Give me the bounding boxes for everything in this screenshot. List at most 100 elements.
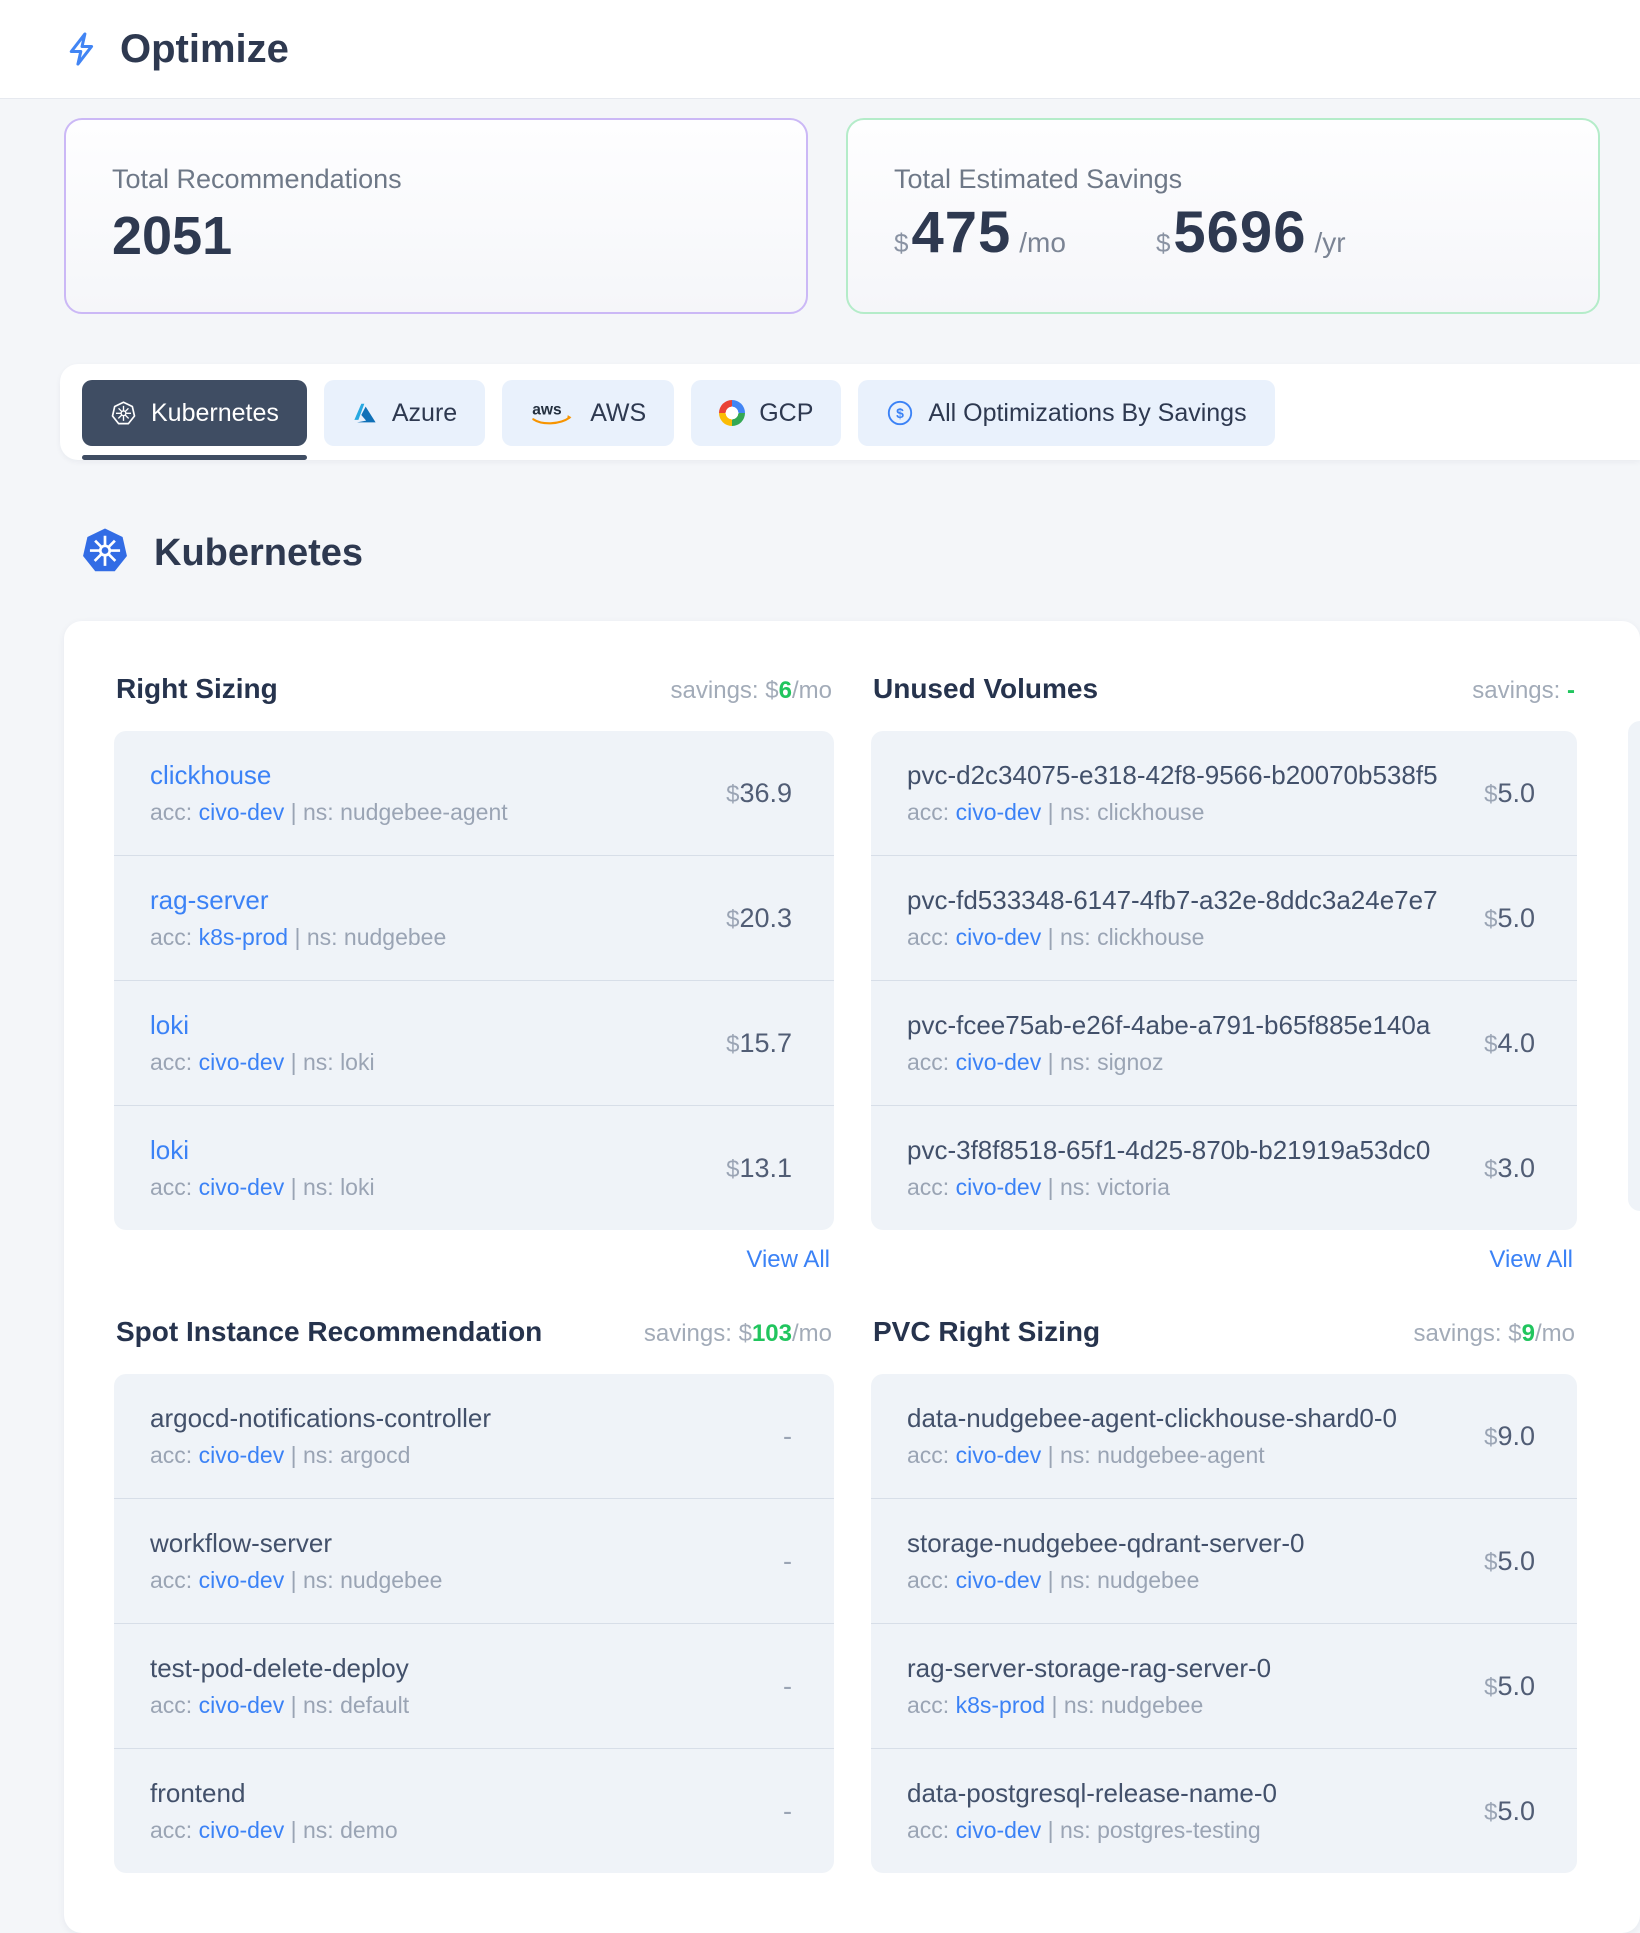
account-link[interactable]: civo-dev xyxy=(955,924,1042,950)
panel-title: Right Sizing xyxy=(116,673,278,704)
price: $15.7 xyxy=(726,1027,792,1058)
account-link[interactable]: civo-dev xyxy=(955,1442,1042,1468)
resource-name: test-pod-delete-deploy xyxy=(150,1653,409,1683)
app-header: Optimize xyxy=(0,0,1640,98)
price: $5.0 xyxy=(1484,777,1535,808)
provider-tabs: Kubernetes Azure aws AWS GCP $ All Optimizatio… xyxy=(60,364,1640,460)
resource-name: frontend xyxy=(150,1778,246,1808)
namespace-label: ns: clickhouse xyxy=(1060,799,1205,825)
resource-name[interactable]: rag-server xyxy=(150,885,269,915)
panel-title: Unused Volumes xyxy=(873,673,1099,704)
view-all: View All xyxy=(118,1246,830,1274)
savings-value: 103 xyxy=(751,1320,792,1347)
namespace-label: ns: nudgebee-agent xyxy=(1060,1442,1265,1468)
account-link[interactable]: k8s-prod xyxy=(198,924,289,950)
currency-symbol: $ xyxy=(894,228,909,258)
namespace-label: ns: nudgebee xyxy=(1063,1692,1204,1718)
account-link[interactable]: civo-dev xyxy=(955,799,1042,825)
account-link[interactable]: civo-dev xyxy=(955,1174,1042,1200)
resource-name[interactable]: loki xyxy=(150,1135,190,1165)
resource-name: storage-nudgebee-qdrant-server-0 xyxy=(907,1528,1305,1558)
kubernetes-icon xyxy=(78,524,132,583)
recommendations-value: 2051 xyxy=(112,206,233,266)
acc-label: acc: xyxy=(907,1817,956,1843)
price: - xyxy=(783,1795,792,1826)
account-link[interactable]: civo-dev xyxy=(955,1049,1042,1075)
account-link[interactable]: k8s-prod xyxy=(955,1692,1046,1718)
view-all: View All xyxy=(875,1246,1573,1274)
tab-aws[interactable]: aws AWS xyxy=(502,380,675,446)
recommendation-list: clickhouse acc: civo-dev | ns: nudgebee-a… xyxy=(114,731,834,1230)
resource-name[interactable]: loki xyxy=(150,1010,190,1040)
savings-values: $ 475 /mo $ 5696 /yr xyxy=(894,199,1552,266)
recommendation-list: argocd-notifications-controller acc: civo… xyxy=(114,1374,834,1873)
view-all-link[interactable]: View All xyxy=(746,1246,830,1273)
panel-header: Spot Instance Recommendation savings: $10… xyxy=(116,1316,832,1348)
account-link[interactable]: civo-dev xyxy=(198,799,285,825)
namespace-label: ns: loki xyxy=(303,1049,375,1075)
tab-azure[interactable]: Azure xyxy=(323,380,486,446)
list-item: frontend acc: civo-dev | ns: demo - xyxy=(114,1749,834,1873)
account-link[interactable]: civo-dev xyxy=(198,1174,285,1200)
panel-title: Spot Instance Recommendation xyxy=(116,1316,543,1347)
resource-name: pvc-fcee75ab-e26f-4abe-a791-b65f885e140a xyxy=(907,1010,1431,1040)
resource-name: argocd-notifications-controller xyxy=(150,1403,492,1433)
namespace-label: ns: clickhouse xyxy=(1060,924,1205,950)
optimizations-card: Right Sizing savings: $6/mo clickhouse acc:… xyxy=(64,621,1640,1933)
tab-label: All Optimizations By Savings xyxy=(928,398,1247,427)
account-link[interactable]: civo-dev xyxy=(198,1567,285,1593)
resource-meta: acc: civo-dev | ns: argocd xyxy=(150,1442,411,1468)
price: $36.9 xyxy=(726,777,792,808)
resource-name: workflow-server xyxy=(150,1528,333,1558)
acc-label: acc: xyxy=(907,1692,956,1718)
acc-label: acc: xyxy=(907,1049,956,1075)
price: $5.0 xyxy=(1484,1545,1535,1576)
lightning-icon xyxy=(64,30,102,68)
total-recommendations-card: Total Recommendations 2051 xyxy=(64,118,809,314)
next-panel-peek xyxy=(1628,721,1640,1211)
account-link[interactable]: civo-dev xyxy=(198,1817,285,1843)
resource-meta: acc: civo-dev | ns: clickhouse xyxy=(907,924,1205,950)
acc-label: acc: xyxy=(150,1817,199,1843)
view-all-link[interactable]: View All xyxy=(1489,1246,1573,1273)
tab-gcp[interactable]: GCP xyxy=(691,380,842,446)
resource-meta: acc: civo-dev | ns: nudgebee xyxy=(907,1567,1200,1593)
yearly-unit: /yr xyxy=(1314,227,1346,258)
account-link[interactable]: civo-dev xyxy=(955,1567,1042,1593)
tab-label: Azure xyxy=(391,398,458,427)
panel-savings: savings: - xyxy=(1472,677,1575,704)
active-tab-indicator xyxy=(82,455,307,460)
tab-all-optimizations[interactable]: $ All Optimizations By Savings xyxy=(858,380,1275,446)
account-link[interactable]: civo-dev xyxy=(198,1692,285,1718)
gcp-icon xyxy=(719,400,746,426)
resource-name[interactable]: clickhouse xyxy=(150,760,272,790)
panel-title: PVC Right Sizing xyxy=(873,1316,1101,1347)
list-item: rag-server-storage-rag-server-0 acc: k8s-… xyxy=(871,1624,1577,1749)
price: - xyxy=(783,1670,792,1701)
list-item: argocd-notifications-controller acc: civo… xyxy=(114,1374,834,1499)
account-link[interactable]: civo-dev xyxy=(955,1817,1042,1843)
resource-name: rag-server-storage-rag-server-0 xyxy=(907,1653,1272,1683)
azure-icon xyxy=(352,400,378,426)
resource-meta: acc: civo-dev | ns: demo xyxy=(150,1817,398,1843)
savings-value: 9 xyxy=(1521,1320,1535,1347)
account-link[interactable]: civo-dev xyxy=(198,1442,285,1468)
namespace-label: ns: postgres-testing xyxy=(1060,1817,1261,1843)
acc-label: acc: xyxy=(907,1442,956,1468)
resource-name: pvc-fd533348-6147-4fb7-a32e-8ddc3a24e7e7 xyxy=(907,885,1438,915)
tab-kubernetes[interactable]: Kubernetes xyxy=(82,380,307,446)
price: $5.0 xyxy=(1484,902,1535,933)
recommendation-list: data-nudgebee-agent-clickhouse-shard0-0 a… xyxy=(871,1374,1577,1873)
panel-savings: savings: $103/mo xyxy=(643,1320,832,1347)
namespace-label: ns: signoz xyxy=(1060,1049,1164,1075)
price: - xyxy=(783,1545,792,1576)
acc-label: acc: xyxy=(150,1567,199,1593)
price: - xyxy=(783,1420,792,1451)
yearly-savings: $ 5696 /yr xyxy=(1156,199,1346,266)
summary-row: Total Recommendations 2051 Total Estimat… xyxy=(64,118,1600,314)
svg-text:aws: aws xyxy=(532,401,562,418)
list-item: loki acc: civo-dev | ns: loki $15.7 xyxy=(114,981,834,1106)
account-link[interactable]: civo-dev xyxy=(198,1049,285,1075)
resource-meta: acc: k8s-prod | ns: nudgebee xyxy=(150,924,447,950)
panel-savings: savings: $9/mo xyxy=(1413,1320,1575,1347)
